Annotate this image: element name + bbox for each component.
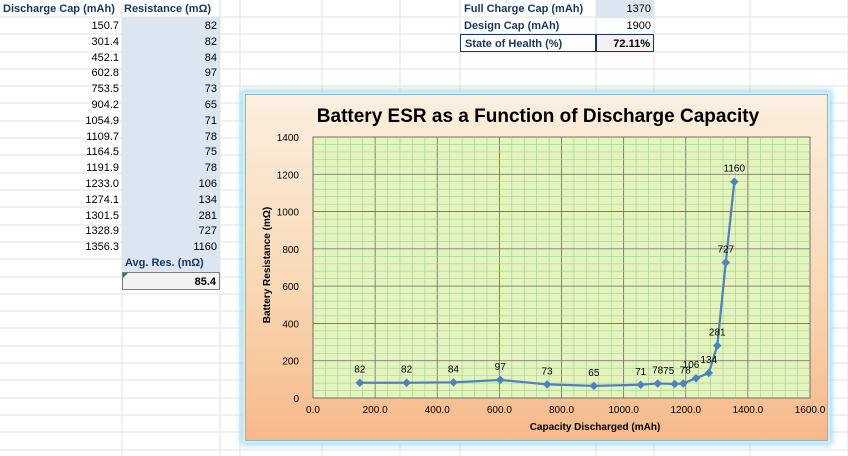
data-point[interactable] bbox=[704, 368, 714, 378]
resistance-cell[interactable]: 97 bbox=[122, 64, 220, 83]
data-label: 281 bbox=[709, 328, 726, 339]
resistance-cell[interactable]: 71 bbox=[122, 111, 220, 130]
esr-chart[interactable]: Battery ESR as a Function of Discharge C… bbox=[245, 94, 828, 441]
y-axis-label: Battery Resistance (mΩ) bbox=[262, 207, 273, 323]
y-tick-label: 0 bbox=[293, 394, 299, 405]
y-tick-label: 1400 bbox=[277, 133, 300, 144]
data-label: 84 bbox=[448, 364, 460, 375]
x-tick-label: 800.0 bbox=[549, 405, 574, 416]
discharge-cap-cell[interactable]: 1328.9 bbox=[85, 225, 119, 238]
x-tick-label: 0.0 bbox=[306, 405, 320, 416]
full-charge-value[interactable]: 1370 bbox=[596, 0, 654, 18]
discharge-cap-cell[interactable]: 602.8 bbox=[91, 67, 119, 80]
data-point[interactable] bbox=[589, 381, 599, 391]
resistance-cell[interactable]: 65 bbox=[122, 96, 220, 114]
data-point[interactable] bbox=[678, 379, 688, 388]
discharge-cap-cell[interactable]: 753.5 bbox=[91, 83, 119, 96]
y-tick-label: 200 bbox=[282, 357, 299, 368]
x-tick-label: 1400.0 bbox=[733, 405, 764, 416]
data-point[interactable] bbox=[636, 380, 645, 390]
avg-res-value[interactable]: 85.4 bbox=[122, 272, 220, 290]
data-point[interactable] bbox=[691, 373, 701, 383]
y-tick-label: 1200 bbox=[277, 170, 300, 181]
data-point[interactable] bbox=[670, 379, 679, 389]
resistance-cell[interactable]: 134 bbox=[122, 190, 220, 209]
x-axis-label: Capacity Discharged (mAh) bbox=[530, 422, 661, 433]
data-label: 727 bbox=[717, 244, 734, 255]
discharge-cap-cell[interactable]: 1191.9 bbox=[86, 162, 119, 175]
data-point[interactable] bbox=[402, 378, 411, 387]
y-tick-label: 400 bbox=[282, 319, 299, 330]
resistance-cell[interactable]: 281 bbox=[122, 206, 220, 225]
data-label: 75 bbox=[663, 366, 675, 377]
x-tick-label: 1600.0 bbox=[795, 405, 826, 416]
data-label: 71 bbox=[635, 367, 647, 378]
resistance-cell[interactable]: 75 bbox=[122, 143, 220, 162]
resistance-cell[interactable]: 106 bbox=[122, 175, 220, 193]
data-point[interactable] bbox=[449, 378, 458, 387]
resistance-header[interactable]: Resistance (mΩ) bbox=[124, 3, 212, 15]
y-tick-label: 600 bbox=[282, 282, 299, 293]
x-tick-label: 400.0 bbox=[425, 405, 450, 416]
data-point[interactable] bbox=[721, 258, 731, 267]
discharge-cap-cell[interactable]: 452.1 bbox=[91, 51, 119, 64]
x-tick-label: 200.0 bbox=[363, 405, 388, 416]
data-label: 82 bbox=[401, 365, 413, 376]
chart-grid bbox=[312, 136, 811, 399]
design-cap-value[interactable]: 1900 bbox=[626, 20, 651, 32]
discharge-cap-cell[interactable]: 1109.7 bbox=[86, 130, 119, 143]
design-cap-label[interactable]: Design Cap (mAh) bbox=[464, 20, 560, 32]
resistance-cell[interactable]: 727 bbox=[122, 222, 220, 241]
resistance-cell[interactable]: 73 bbox=[122, 80, 220, 99]
chart-title: Battery ESR as a Function of Discharge C… bbox=[317, 106, 760, 127]
x-tick-label: 1000.0 bbox=[608, 405, 639, 416]
discharge-cap-cell[interactable]: 1301.5 bbox=[85, 209, 119, 222]
discharge-cap-cell[interactable]: 904.2 bbox=[91, 99, 119, 111]
full-charge-label[interactable]: Full Charge Cap (mAh) bbox=[464, 3, 584, 15]
data-point[interactable] bbox=[653, 379, 662, 388]
discharge-cap-cell[interactable]: 1274.1 bbox=[85, 193, 119, 206]
x-tick-label: 1200.0 bbox=[670, 405, 701, 416]
resistance-cell[interactable]: 78 bbox=[122, 127, 220, 146]
soh-label[interactable]: State of Health (%) bbox=[460, 34, 596, 52]
data-point[interactable] bbox=[730, 177, 739, 186]
resistance-cell[interactable]: 1160 bbox=[122, 238, 220, 257]
resistance-cell[interactable]: 78 bbox=[122, 159, 220, 178]
discharge-cap-cell[interactable]: 1054.9 bbox=[85, 114, 119, 127]
x-tick-label: 600.0 bbox=[487, 405, 512, 416]
data-label: 65 bbox=[588, 368, 600, 379]
data-point[interactable] bbox=[542, 380, 552, 389]
data-label: 78 bbox=[652, 365, 664, 376]
data-label: 1160 bbox=[724, 164, 746, 175]
data-label: 82 bbox=[354, 365, 366, 376]
error-indicator-icon bbox=[123, 273, 128, 278]
data-label: 134 bbox=[700, 355, 717, 366]
resistance-cell[interactable]: 82 bbox=[122, 17, 220, 35]
resistance-cell[interactable]: 82 bbox=[122, 32, 220, 51]
data-point[interactable] bbox=[496, 375, 505, 385]
discharge-cap-cell[interactable]: 1164.5 bbox=[86, 146, 119, 159]
discharge-cap-cell[interactable]: 1356.3 bbox=[85, 241, 119, 254]
discharge-cap-cell[interactable]: 301.4 bbox=[91, 35, 119, 48]
discharge-cap-cell[interactable]: 1233.0 bbox=[85, 178, 119, 190]
data-label: 78 bbox=[680, 365, 692, 376]
soh-value[interactable]: 72.11% bbox=[596, 34, 654, 52]
resistance-cell[interactable]: 84 bbox=[122, 48, 220, 67]
y-tick-label: 800 bbox=[282, 245, 299, 256]
data-point[interactable] bbox=[355, 378, 365, 387]
discharge-cap-header[interactable]: Discharge Cap (mAh) bbox=[3, 3, 115, 15]
data-label: 97 bbox=[495, 362, 507, 373]
discharge-cap-cell[interactable]: 150.7 bbox=[91, 20, 119, 32]
y-tick-label: 1000 bbox=[277, 208, 300, 219]
axis-ticks: 0.0 200.0 400.0 600.0 800.0 1000.0 1200.0 1400.… bbox=[277, 133, 826, 416]
data-label: 73 bbox=[541, 366, 553, 377]
data-label: 106 bbox=[683, 360, 700, 371]
avg-res-label[interactable]: Avg. Res. (mΩ) bbox=[122, 254, 220, 272]
